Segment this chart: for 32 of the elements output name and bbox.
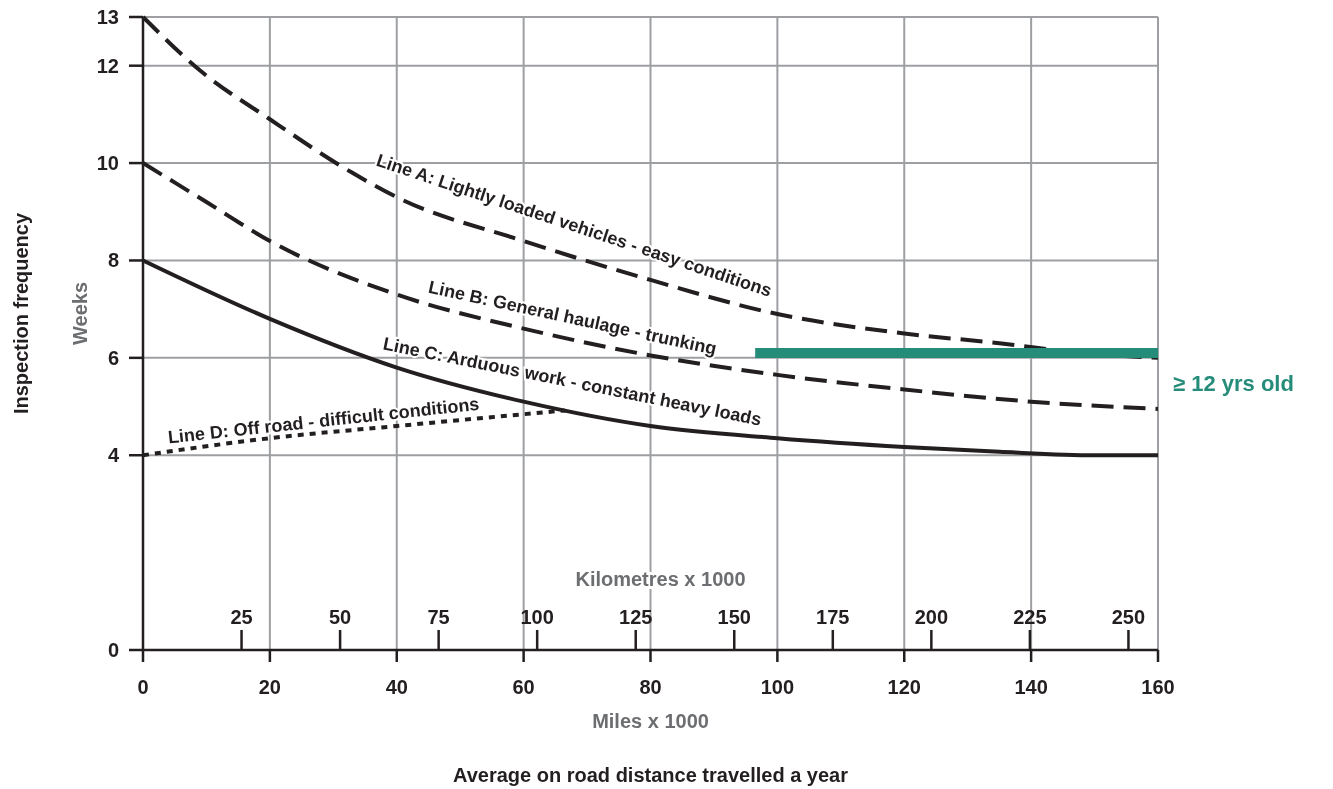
x-axis-title: Miles x 1000 — [592, 710, 709, 732]
x2-tick-label: 25 — [230, 606, 253, 628]
y-tick-label: 12 — [96, 54, 119, 77]
x-tick-label: 160 — [1141, 676, 1175, 698]
text: Inspection frequency — [10, 212, 32, 415]
y-tick-label: 4 — [107, 444, 120, 467]
text: Line D: Off road - difficult conditions — [166, 393, 481, 448]
x2-tick-label: 100 — [520, 606, 554, 628]
x2-tick-label: 200 — [914, 606, 949, 628]
y-tick-label: 8 — [107, 249, 119, 272]
x2-tick-label: 150 — [717, 606, 751, 628]
y-axis-title: Weeks — [69, 281, 91, 346]
y-tick-label: 13 — [96, 6, 119, 28]
x2-tick-label: 225 — [1013, 606, 1047, 628]
x-tick-label: 140 — [1014, 676, 1048, 698]
text: Average on road distance travelled a year — [453, 764, 849, 786]
x2-tick-label: 75 — [427, 606, 450, 628]
y-tick-label: 0 — [107, 639, 119, 661]
series-label: ≥ 12 yrs old — [1173, 370, 1294, 396]
x-tick-label: 0 — [137, 676, 149, 698]
x2-tick-label: 175 — [816, 606, 850, 628]
x2-tick-label: 125 — [619, 606, 653, 628]
x-tick-label: 60 — [512, 676, 535, 698]
y-tick-label: 10 — [96, 152, 119, 175]
x-tick-label: 20 — [258, 676, 281, 698]
x-tick-label: 40 — [385, 676, 408, 698]
x2-tick-label: 250 — [1111, 606, 1146, 628]
x2-tick-label: 50 — [328, 606, 352, 628]
y-tick-label: 6 — [107, 346, 119, 369]
x-tick-label: 100 — [760, 676, 795, 698]
x-tick-label: 80 — [639, 676, 662, 698]
x-tick-label: 120 — [887, 676, 921, 698]
